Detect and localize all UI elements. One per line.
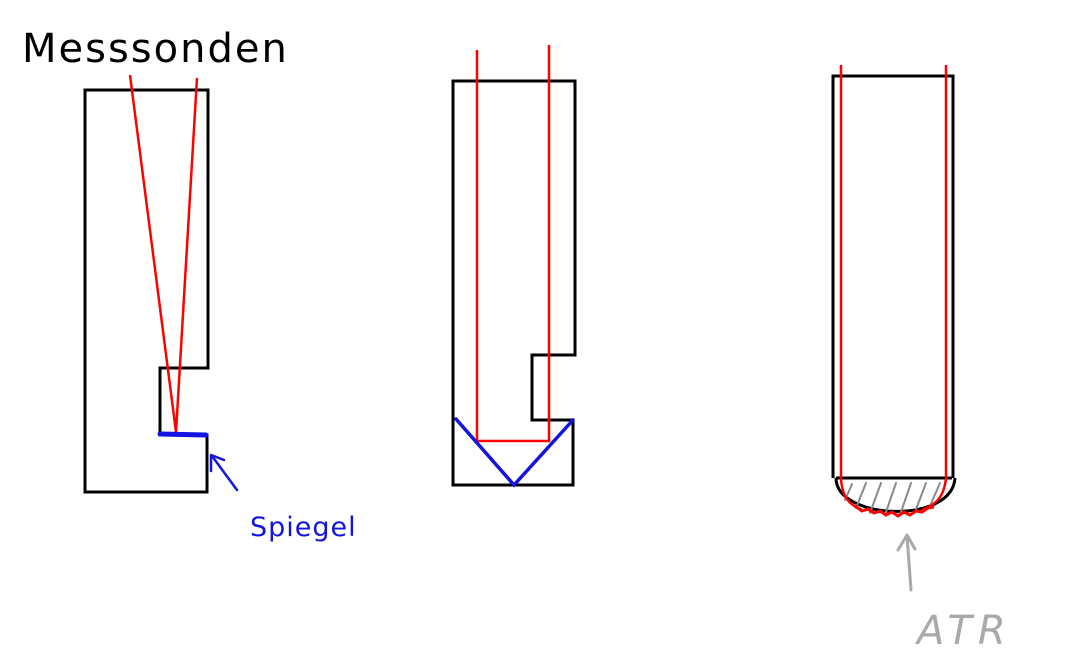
mirror-label: Spiegel [250, 512, 357, 543]
probe-2-prism [451, 45, 577, 488]
probe-3-outline [831, 74, 955, 478]
atr-label: ATR [914, 608, 1012, 654]
probe-3-tip [834, 477, 957, 513]
probe-2-outline [451, 79, 577, 487]
probe-2-reflector [454, 417, 575, 488]
probe-3-evanescent-zone [854, 504, 935, 518]
probe-3-atr: ATR [831, 65, 1012, 654]
probes-label: Messsonden [22, 26, 289, 72]
probe-1-beam [128, 74, 199, 433]
probe-1-mirror-surface [157, 431, 209, 438]
mirror-arrow [209, 453, 239, 492]
probe-1-outline [83, 88, 210, 494]
atr-arrow [896, 533, 917, 592]
probe-2-beam [475, 45, 551, 443]
probe-1-mirror: Spiegel [83, 74, 357, 543]
probe-3-beam-left [839, 65, 863, 512]
probe-3-beam-right [921, 65, 948, 512]
